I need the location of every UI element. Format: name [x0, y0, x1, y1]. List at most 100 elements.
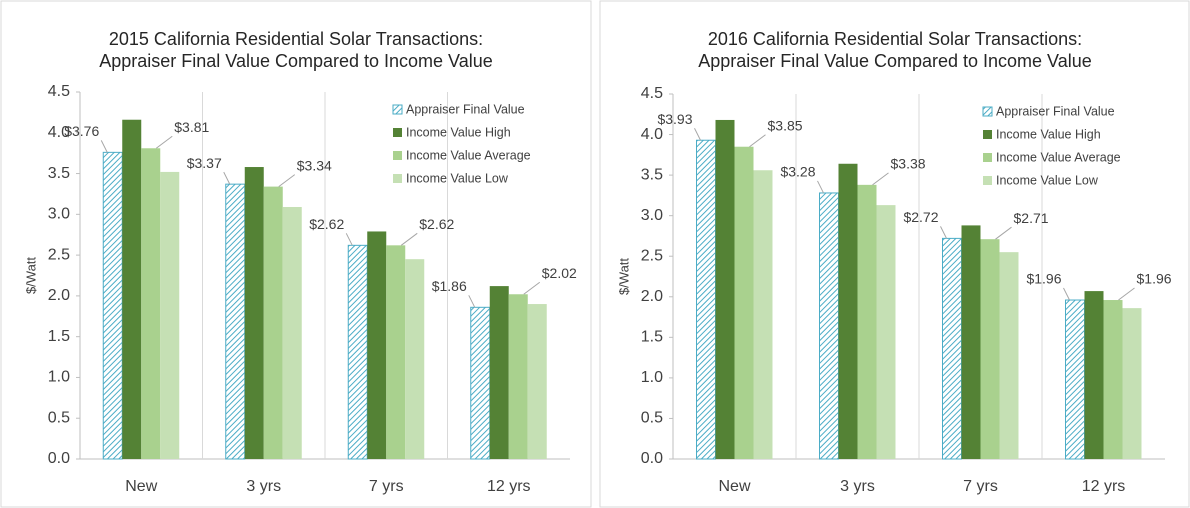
bar [980, 239, 1000, 459]
legend-swatch [393, 128, 402, 137]
bar [1103, 300, 1123, 459]
legend-swatch [393, 151, 402, 160]
leader-line [1063, 287, 1070, 301]
bar [367, 231, 387, 459]
x-tick-label: New [718, 478, 750, 495]
data-label: $3.93 [657, 111, 692, 127]
legend-swatch [393, 174, 402, 183]
y-tick-label: 4.0 [48, 124, 70, 141]
y-tick-label: 4.5 [48, 83, 70, 100]
y-tick-label: 4.0 [641, 126, 663, 143]
legend-label: Income Value Low [996, 173, 1099, 187]
bar [961, 225, 981, 459]
legend-label: Income Value Average [996, 150, 1121, 164]
bar [1122, 308, 1142, 459]
bar [225, 183, 246, 460]
x-tick-label: New [125, 478, 157, 495]
bar [734, 146, 754, 459]
leader-line [345, 233, 353, 246]
bar [386, 245, 406, 459]
y-tick-label: 1.0 [48, 369, 70, 386]
y-tick-label: 3.0 [48, 206, 70, 223]
y-tick-label: 1.5 [641, 329, 663, 346]
legend-label: Income Value High [406, 125, 511, 139]
legend-swatch [392, 104, 403, 115]
leader-line [940, 226, 947, 239]
y-tick-label: 2.0 [641, 288, 663, 305]
y-tick-label: 0.0 [641, 450, 663, 467]
y-tick-label: 3.5 [641, 166, 663, 183]
leader-line [872, 172, 889, 186]
x-tick-label: 7 yrs [963, 478, 998, 495]
x-tick-label: 12 yrs [1082, 478, 1126, 495]
bar [160, 171, 180, 459]
chart-title: 2016 California Residential Solar Transa… [708, 29, 1082, 49]
bar [489, 286, 509, 459]
y-tick-label: 1.0 [641, 369, 663, 386]
bar [347, 244, 368, 460]
data-label: $3.34 [297, 157, 332, 173]
bar [470, 306, 491, 460]
legend-swatch [983, 176, 992, 185]
y-tick-label: 0.0 [48, 450, 70, 467]
bar [405, 259, 425, 459]
leader-line [694, 128, 701, 141]
bar [857, 184, 877, 459]
bar [102, 151, 123, 460]
legend-swatch [983, 153, 992, 162]
leader-line [400, 232, 418, 246]
leader-line [995, 226, 1012, 240]
leader-line [1118, 287, 1135, 301]
data-label: $2.62 [309, 216, 344, 232]
legend-label: Income Value Low [406, 171, 509, 185]
x-tick-label: 12 yrs [487, 478, 531, 495]
chart-subtitle: Appraiser Final Value Compared to Income… [698, 51, 1092, 71]
bar [1084, 291, 1104, 459]
y-tick-label: 1.5 [48, 328, 70, 345]
bar [527, 304, 547, 459]
legend-swatch [982, 106, 993, 117]
data-label: $3.28 [780, 164, 815, 180]
bar [508, 294, 528, 459]
y-tick-label: 3.0 [641, 207, 663, 224]
data-label: $2.72 [903, 209, 938, 225]
chart-subtitle: Appraiser Final Value Compared to Income… [99, 51, 493, 71]
bar [263, 186, 283, 460]
bar [141, 148, 161, 460]
bar [696, 139, 716, 460]
y-tick-label: 2.5 [641, 247, 663, 264]
leader-line [749, 134, 766, 148]
bar [282, 206, 302, 459]
data-label: $1.96 [1026, 271, 1061, 287]
leader-line [523, 281, 541, 295]
leader-line [278, 174, 296, 188]
data-label: $1.86 [432, 278, 467, 294]
x-tick-label: 7 yrs [369, 478, 404, 495]
bar [999, 252, 1019, 459]
legend-label: Appraiser Final Value [406, 102, 525, 116]
y-tick-label: 4.5 [641, 85, 663, 102]
y-tick-label: 2.0 [48, 287, 70, 304]
bar [244, 167, 264, 459]
data-label: $2.62 [419, 216, 454, 232]
bar [122, 119, 142, 460]
data-label: $2.02 [542, 265, 577, 281]
legend-swatch [983, 130, 992, 139]
bar [753, 170, 773, 459]
bar [1065, 299, 1085, 460]
chart-title: 2015 California Residential Solar Transa… [109, 29, 483, 49]
bar [715, 119, 735, 459]
y-axis-label: $/Watt [23, 257, 38, 294]
data-label: $3.81 [174, 119, 209, 135]
leader-line [223, 171, 231, 185]
y-tick-label: 2.5 [48, 246, 70, 263]
legend-label: Appraiser Final Value [996, 104, 1115, 118]
legend-label: Income Value High [996, 127, 1101, 141]
leader-line [100, 140, 108, 153]
bar [819, 192, 839, 460]
y-tick-label: 0.5 [48, 409, 70, 426]
bar [838, 163, 858, 459]
y-tick-label: 3.5 [48, 165, 70, 182]
x-tick-label: 3 yrs [840, 478, 875, 495]
